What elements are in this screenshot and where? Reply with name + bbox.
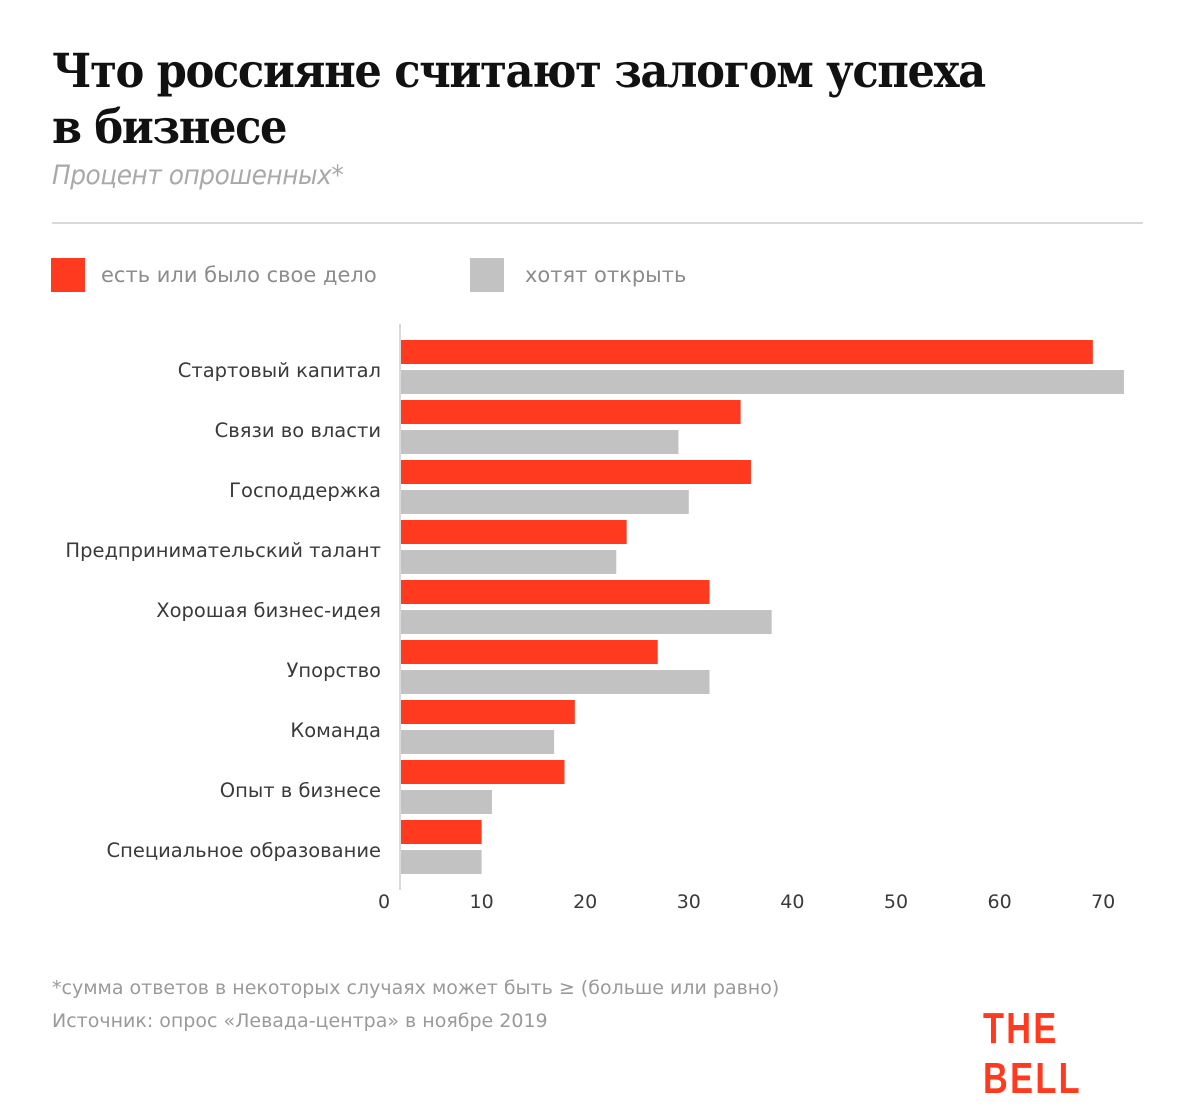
- title-line-1: Что россияне считают залогом успеха: [52, 44, 986, 99]
- bar-want-to-open: [401, 670, 710, 694]
- header-divider: [52, 222, 1143, 224]
- bar-own-business: [401, 400, 741, 424]
- legend-swatch-red: [51, 258, 85, 292]
- category-label: Стартовый капитал: [178, 359, 381, 382]
- x-tick-label: 60: [988, 891, 1012, 913]
- bar-want-to-open: [401, 790, 492, 814]
- footnote: *сумма ответов в некоторых случаях может…: [52, 977, 780, 999]
- legend-item-want-to-open: хотят открыть: [470, 258, 686, 292]
- bar-want-to-open: [401, 430, 679, 454]
- category-label: Связи во власти: [215, 419, 381, 442]
- bar-own-business: [401, 820, 482, 844]
- bar-own-business: [401, 340, 1093, 364]
- legend-swatch-gray: [470, 258, 504, 292]
- category-label: Господдержка: [229, 479, 381, 502]
- brand-logo: THE BELL: [983, 1004, 1082, 1103]
- bar-want-to-open: [401, 550, 617, 574]
- category-label: Предпринимательский талант: [65, 539, 381, 562]
- bar-chart: Стартовый капитал Связи во власти Господде…: [65, 324, 1124, 913]
- bar-want-to-open: [401, 490, 689, 514]
- bar-want-to-open: [401, 610, 772, 634]
- title-line-2: в бизнесе: [52, 100, 288, 155]
- x-tick-label: 50: [884, 891, 908, 913]
- x-tick-label: 10: [470, 891, 494, 913]
- x-tick-label: 40: [780, 891, 804, 913]
- x-tick-label: 70: [1091, 891, 1115, 913]
- category-label: Опыт в бизнесе: [220, 779, 381, 802]
- bar-own-business: [401, 640, 658, 664]
- x-tick-label: 20: [573, 891, 597, 913]
- category-label: Хорошая бизнес-идея: [156, 599, 381, 622]
- x-tick-label: 30: [677, 891, 701, 913]
- source-note: Источник: опрос «Левада-центра» в ноябре…: [52, 1010, 548, 1032]
- legend-label: есть или было свое дело: [101, 263, 377, 287]
- bar-want-to-open: [401, 850, 482, 874]
- category-label: Специальное образование: [106, 839, 381, 862]
- bar-own-business: [401, 460, 751, 484]
- bar-want-to-open: [401, 370, 1124, 394]
- legend-label: хотят открыть: [525, 263, 687, 287]
- x-tick-label: 0: [378, 891, 390, 913]
- chart-title: Что россияне считают залогом успеха в би…: [52, 44, 1064, 156]
- bar-own-business: [401, 700, 575, 724]
- bar-own-business: [401, 760, 565, 784]
- bar-want-to-open: [401, 730, 555, 754]
- category-label: Упорство: [287, 659, 381, 682]
- legend-item-own-business: есть или было свое дело: [51, 258, 377, 292]
- bar-own-business: [401, 580, 710, 604]
- bar-own-business: [401, 520, 627, 544]
- category-label: Команда: [290, 719, 381, 742]
- chart-subtitle: Процент опрошенных*: [52, 160, 344, 191]
